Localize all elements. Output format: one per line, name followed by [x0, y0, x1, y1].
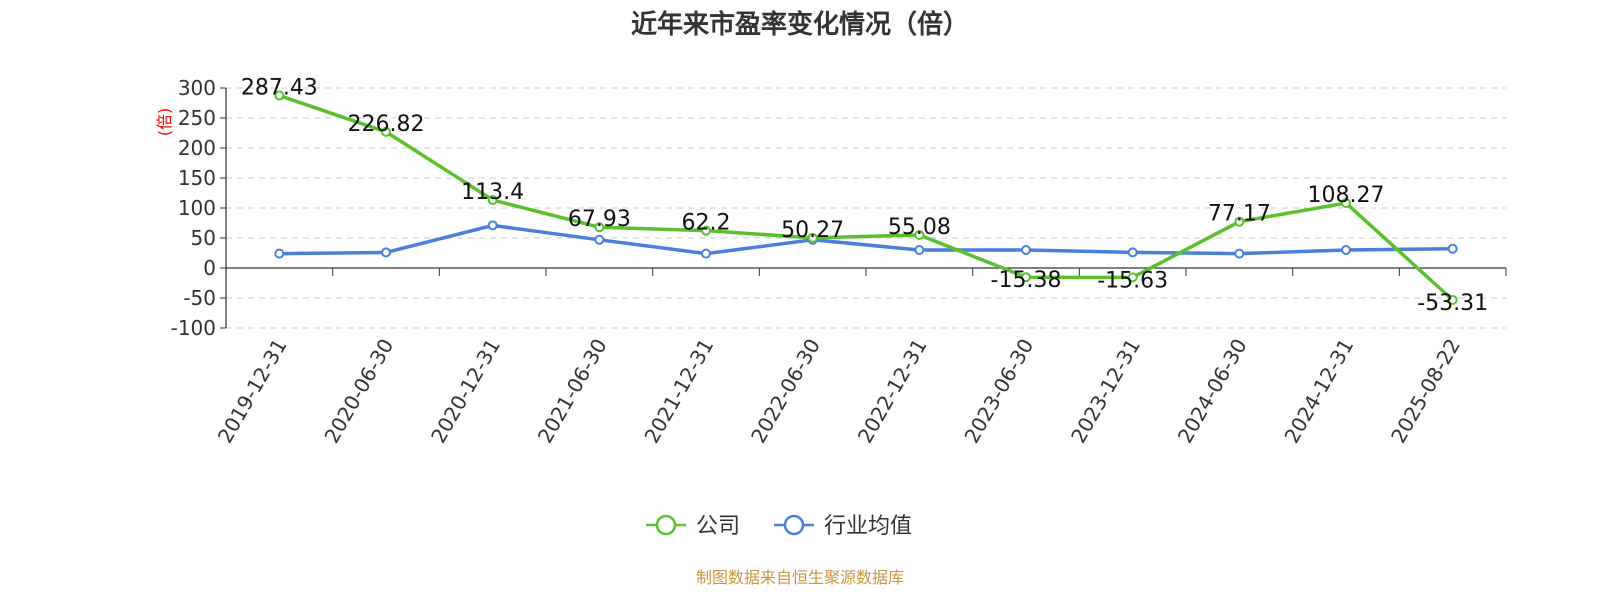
data-point: [274, 90, 285, 101]
data-point: [1447, 243, 1458, 254]
data-point: [1341, 198, 1351, 209]
x-tick-label: 2021-12-31: [639, 335, 718, 448]
data-point: [487, 194, 498, 205]
source-note: 制图数据来自恒生聚源数据库: [696, 568, 904, 587]
data-point: [1234, 216, 1245, 227]
data-point: [1021, 272, 1031, 283]
data-label: 67.93: [568, 207, 631, 232]
y-tick-label: -100: [171, 316, 216, 340]
legend-label: 公司: [696, 514, 740, 539]
series-line: [279, 223, 1453, 256]
x-tick-labels: 2019-12-31 2020-06-30 2020-12-31 2021-06-30…: [213, 334, 1465, 447]
data-point: [914, 229, 925, 240]
data-point: [594, 234, 605, 245]
data-point: [1341, 245, 1351, 255]
series-lines: [278, 93, 1454, 302]
x-tick-label: 2024-12-31: [1279, 335, 1358, 448]
data-label: -15.38: [991, 268, 1062, 293]
data-label: -15.63: [1097, 268, 1168, 293]
y-tick-label: -50: [183, 286, 216, 310]
data-point: [274, 248, 285, 259]
data-label: 77.17: [1208, 202, 1271, 227]
y-tick-label: 250: [178, 106, 216, 130]
x-tick-label: 2021-06-30: [533, 335, 612, 448]
data-point: [701, 225, 711, 236]
data-point: [914, 245, 925, 255]
data-label: 287.43: [241, 76, 318, 101]
y-tick-label: 200: [178, 136, 216, 160]
data-label: 226.82: [348, 112, 425, 137]
x-tick-label: 2022-06-30: [746, 335, 825, 448]
y-tick-label: 50: [191, 226, 216, 250]
data-label: 55.08: [888, 215, 951, 240]
data-point: [807, 232, 818, 243]
data-point: [1127, 247, 1138, 258]
y-tick-label: 300: [178, 76, 216, 100]
data-label: 62.2: [682, 211, 731, 236]
data-point: [1021, 245, 1031, 255]
x-tick-label: 2024-06-30: [1173, 335, 1252, 448]
data-point: [381, 126, 391, 137]
data-point: [381, 247, 391, 258]
x-tick-label: 2025-08-22: [1386, 335, 1465, 448]
y-tick-labels: 300 250 200 150 100 50 0 -50 -100: [171, 76, 216, 340]
legend-swatch-marker: [783, 514, 805, 536]
x-tick-label: 2019-12-31: [213, 335, 292, 448]
legend-label: 行业均值: [824, 514, 912, 539]
legend-swatch-marker: [655, 514, 677, 536]
x-tick-label: 2020-06-30: [319, 335, 398, 448]
x-tick-label: 2020-12-31: [426, 334, 505, 447]
y-tick-label: 0: [203, 256, 216, 280]
y-axis-label: (倍): [155, 108, 174, 137]
x-tick-label: 2022-12-31: [853, 334, 932, 447]
axes: [220, 87, 1507, 329]
chart-title: 近年来市盈率变化情况（倍）: [631, 9, 969, 40]
data-labels: 287.43 226.82 113.4 67.93 62.2 50.27 55.08 -15.…: [241, 76, 1488, 316]
data-label: 50.27: [781, 218, 844, 243]
data-point: [1127, 272, 1138, 283]
x-tick-label: 2023-06-30: [959, 335, 1038, 448]
data-label: 108.27: [1308, 183, 1385, 208]
data-label: 113.4: [461, 180, 524, 205]
data-point: [1447, 294, 1458, 305]
y-tick-label: 100: [178, 196, 216, 220]
legend: 公司 行业均值: [646, 514, 912, 539]
x-tick-label: 2023-12-31: [1066, 335, 1145, 448]
data-point: [487, 220, 498, 231]
data-label: -53.31: [1417, 291, 1488, 316]
data-point: [594, 222, 605, 233]
series-points: [274, 90, 1458, 305]
y-tick-label: 150: [178, 166, 216, 190]
series-line: [278, 93, 1454, 302]
data-point: [701, 248, 711, 259]
data-point: [1234, 248, 1245, 259]
